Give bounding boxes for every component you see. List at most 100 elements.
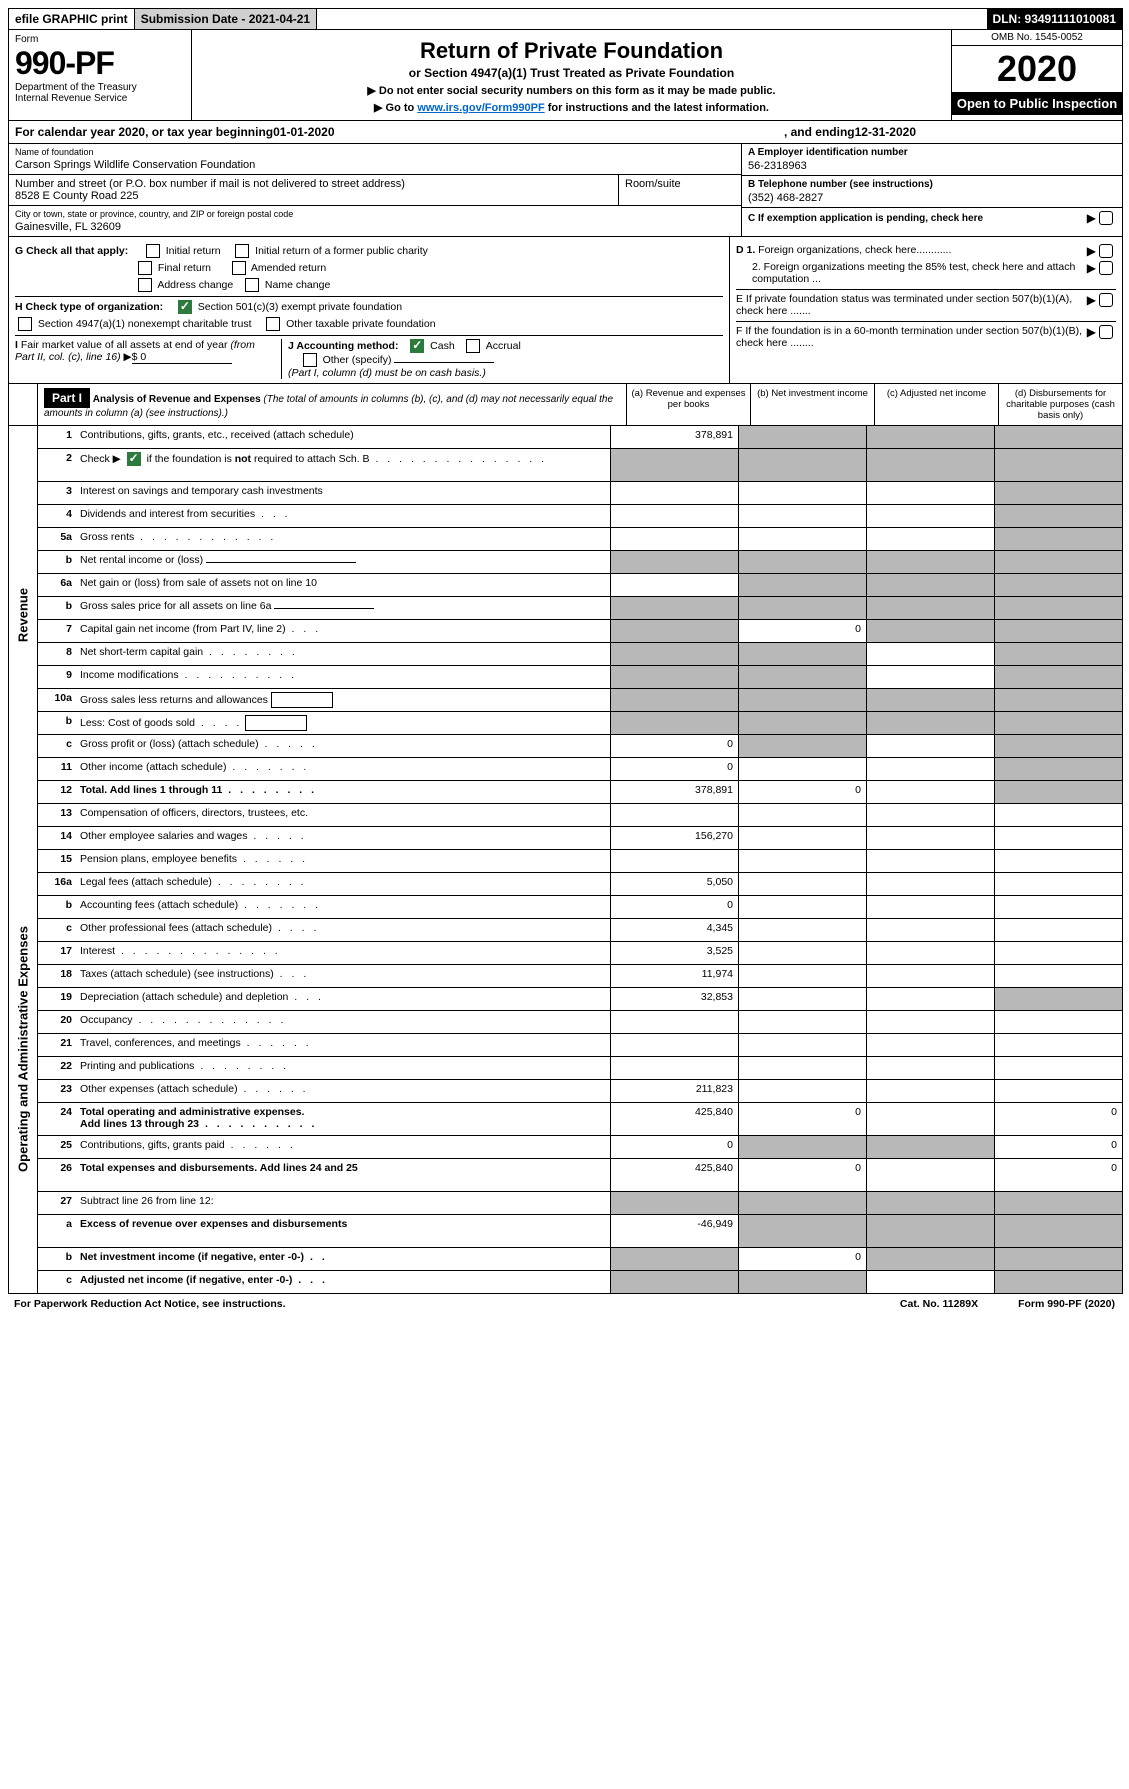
- row-num: 20: [38, 1011, 76, 1033]
- cell-a: [610, 574, 738, 596]
- row-desc: Contributions, gifts, grants paid . . . …: [76, 1136, 610, 1158]
- cell-d: [994, 505, 1122, 527]
- cell-c: [866, 712, 994, 734]
- d2-checkbox[interactable]: [1099, 261, 1113, 275]
- amended-return-checkbox[interactable]: [232, 261, 246, 275]
- 501c3-checkbox[interactable]: [178, 300, 192, 314]
- ein: 56-2318963: [748, 158, 1116, 172]
- cell-a: 0: [610, 1136, 738, 1158]
- cal-end: 12-31-2020: [855, 125, 916, 139]
- cell-b: [738, 574, 866, 596]
- cell-d: [994, 528, 1122, 550]
- cell-a: 378,891: [610, 426, 738, 448]
- room-label: Room/suite: [625, 178, 735, 190]
- r16b-text: Accounting fees (attach schedule): [80, 899, 238, 911]
- cell-b: [738, 965, 866, 987]
- row-num: 15: [38, 850, 76, 872]
- row-desc: Net short-term capital gain . . . . . . …: [76, 643, 610, 665]
- col-d-header: (d) Disbursements for charitable purpose…: [998, 384, 1122, 425]
- cell-d: [994, 1271, 1122, 1293]
- form-label: Form: [15, 34, 185, 45]
- other-method-checkbox[interactable]: [303, 353, 317, 367]
- r4-text: Dividends and interest from securities: [80, 508, 255, 520]
- initial-return-checkbox[interactable]: [146, 244, 160, 258]
- arrow-icon: ▶: [1087, 261, 1096, 285]
- cell-a: 211,823: [610, 1080, 738, 1102]
- cell-b: [738, 1080, 866, 1102]
- row-desc: Contributions, gifts, grants, etc., rece…: [76, 426, 610, 448]
- cell-d: [994, 850, 1122, 872]
- r15-text: Pension plans, employee benefits: [80, 853, 237, 865]
- row-num: b: [38, 712, 76, 734]
- footer-mid: Cat. No. 11289X: [900, 1298, 978, 1310]
- r5a-text: Gross rents: [80, 531, 134, 543]
- cell-a: 425,840: [610, 1103, 738, 1135]
- 4947-checkbox[interactable]: [18, 317, 32, 331]
- cell-b: [738, 1136, 866, 1158]
- cash-checkbox[interactable]: [410, 339, 424, 353]
- cell-b: [738, 712, 866, 734]
- d1-checkbox[interactable]: [1099, 244, 1113, 258]
- cell-b: [738, 1271, 866, 1293]
- sch-b-checkbox[interactable]: [127, 452, 141, 466]
- cell-c: [866, 620, 994, 642]
- irs-link[interactable]: www.irs.gov/Form990PF: [417, 102, 544, 114]
- entity-section: Name of foundation Carson Springs Wildli…: [9, 144, 1122, 237]
- box: [271, 692, 333, 708]
- cell-a: [610, 643, 738, 665]
- row-desc: Pension plans, employee benefits . . . .…: [76, 850, 610, 872]
- cell-d: [994, 965, 1122, 987]
- city-label: City or town, state or province, country…: [15, 209, 735, 219]
- cell-b: [738, 827, 866, 849]
- cell-a: -46,949: [610, 1215, 738, 1247]
- row-desc: Gross profit or (loss) (attach schedule)…: [76, 735, 610, 757]
- cell-c: [866, 1215, 994, 1247]
- cell-c: [866, 574, 994, 596]
- omb-number: OMB No. 1545-0052: [952, 30, 1122, 46]
- r16c-text: Other professional fees (attach schedule…: [80, 922, 272, 934]
- row-num: 13: [38, 804, 76, 826]
- r20-text: Occupancy: [80, 1014, 133, 1026]
- r11-text: Other income (attach schedule): [80, 761, 227, 773]
- cell-d: [994, 551, 1122, 573]
- cell-d: [994, 620, 1122, 642]
- row-num: 14: [38, 827, 76, 849]
- accrual-checkbox[interactable]: [466, 339, 480, 353]
- address-change-checkbox[interactable]: [138, 278, 152, 292]
- r17-text: Interest: [80, 945, 115, 957]
- cell-b: [738, 1057, 866, 1079]
- cell-c: [866, 735, 994, 757]
- row-desc: Dividends and interest from securities .…: [76, 505, 610, 527]
- form-number: 990-PF: [15, 45, 185, 82]
- expenses-label: Operating and Administrative Expenses: [16, 926, 31, 1172]
- cell-c: [866, 482, 994, 504]
- cell-c: [866, 1271, 994, 1293]
- final-return-checkbox[interactable]: [138, 261, 152, 275]
- exemption-checkbox[interactable]: [1099, 211, 1113, 225]
- cell-b: [738, 919, 866, 941]
- row-desc: Compensation of officers, directors, tru…: [76, 804, 610, 826]
- name-change-checkbox[interactable]: [245, 278, 259, 292]
- row-desc: Gross sales less returns and allowances: [76, 689, 610, 711]
- cell-b: 0: [738, 781, 866, 803]
- f-checkbox[interactable]: [1099, 325, 1113, 339]
- h-opt-2: Section 4947(a)(1) nonexempt charitable …: [38, 318, 252, 330]
- row-desc: Net investment income (if negative, ente…: [76, 1248, 610, 1270]
- initial-former-checkbox[interactable]: [235, 244, 249, 258]
- row-desc: Total. Add lines 1 through 11 . . . . . …: [76, 781, 610, 803]
- e-checkbox[interactable]: [1099, 293, 1113, 307]
- other-taxable-checkbox[interactable]: [266, 317, 280, 331]
- row-num: 4: [38, 505, 76, 527]
- r10b-text: Less: Cost of goods sold: [80, 717, 195, 729]
- cell-c: [866, 1103, 994, 1135]
- r22-text: Printing and publications: [80, 1060, 194, 1072]
- irs-label: Internal Revenue Service: [15, 93, 185, 104]
- exemption-label: C If exemption application is pending, c…: [748, 213, 1087, 224]
- r18-text: Taxes (attach schedule) (see instruction…: [80, 968, 274, 980]
- cell-a: [610, 449, 738, 481]
- row-desc: Total operating and administrative expen…: [76, 1103, 610, 1135]
- row-desc: Other professional fees (attach schedule…: [76, 919, 610, 941]
- j-note: (Part I, column (d) must be on cash basi…: [288, 367, 486, 379]
- row-desc: Other expenses (attach schedule) . . . .…: [76, 1080, 610, 1102]
- r10c-text: Gross profit or (loss) (attach schedule): [80, 738, 259, 750]
